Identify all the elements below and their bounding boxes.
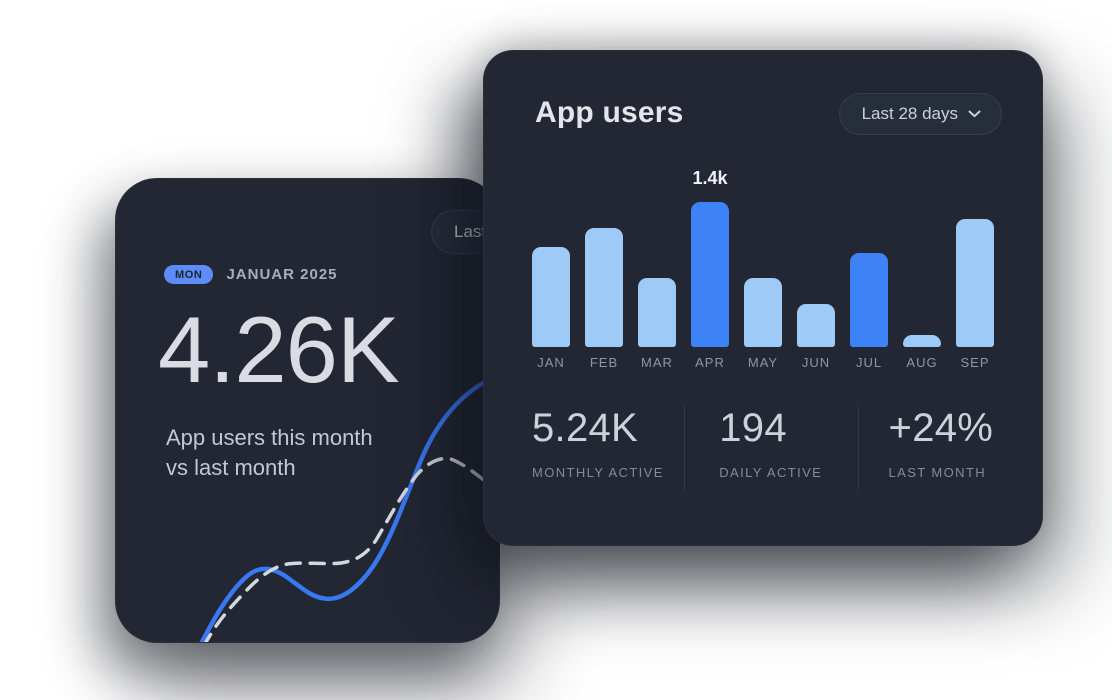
- stat-value: +24%: [888, 406, 994, 450]
- range-selector[interactable]: Last 28 days: [838, 93, 1002, 135]
- bar-column-feb: [585, 202, 623, 347]
- metric-description-line2: vs last month: [166, 455, 296, 480]
- stat-label: LAST MONTH: [888, 465, 987, 480]
- bar-column-sep: [956, 202, 994, 347]
- bar-jun[interactable]: [797, 304, 835, 347]
- bar-apr[interactable]: [691, 202, 729, 347]
- stat-label: DAILY ACTIVE: [719, 465, 823, 480]
- bar-column-jun: [797, 202, 835, 347]
- bar-column-apr: 1.4k: [691, 168, 729, 347]
- month-label-aug: AUG: [906, 355, 938, 370]
- left-range-selector-label: Last: [454, 222, 487, 241]
- stats-row: 5.24K MONTHLY ACTIVE 194 DAILY ACTIVE +24% LA…: [532, 406, 994, 490]
- month-label-sep: SEP: [960, 355, 990, 370]
- bar-column-aug: [903, 202, 941, 347]
- line-series-last-month: [204, 456, 492, 642]
- bar-column-mar: [638, 202, 676, 347]
- stat-value: 5.24K: [532, 406, 639, 450]
- monthly-users-card: Last MON JANUAR 2025 4.26K App users thi…: [115, 178, 500, 643]
- bar-mar[interactable]: [638, 278, 676, 347]
- app-users-card: App users Last 28 days 1.4k JAN FEB MAR APR…: [483, 50, 1043, 546]
- bar-column-may: [744, 202, 782, 347]
- bar-chart-bars: 1.4k: [532, 168, 994, 347]
- stat-daily-active: 194 DAILY ACTIVE: [684, 406, 859, 490]
- month-label-jun: JUN: [801, 355, 831, 370]
- chevron-down-icon: [968, 110, 981, 118]
- month-label-feb: FEB: [589, 355, 619, 370]
- date-label: JANUAR 2025: [226, 266, 338, 283]
- line-series-this-month: [199, 372, 499, 642]
- month-label-mar: MAR: [641, 355, 673, 370]
- month-label-jan: JAN: [537, 355, 565, 370]
- stat-value: 194: [719, 406, 787, 450]
- bar-jul[interactable]: [850, 253, 888, 347]
- bar-column-jan: [532, 202, 570, 347]
- card-title: App users: [535, 96, 684, 129]
- day-badge: MON: [164, 265, 214, 284]
- bar-jan[interactable]: [532, 247, 570, 347]
- bar-feb[interactable]: [585, 228, 623, 347]
- bar-chart-months: JAN FEB MAR APR MAY JUN JUL AUG SEP: [532, 355, 994, 370]
- month-label-may: MAY: [747, 355, 779, 370]
- metric-description: App users this month vs last month: [166, 423, 373, 483]
- range-selector-label: Last 28 days: [861, 104, 958, 123]
- stat-last-month: +24% LAST MONTH: [859, 406, 994, 490]
- metric-value: 4.26K: [158, 297, 400, 402]
- line-chart: [199, 372, 499, 642]
- bar-sep[interactable]: [956, 219, 994, 347]
- date-row: MON JANUAR 2025: [164, 265, 338, 284]
- bar-column-jul: [850, 202, 888, 347]
- stat-label: MONTHLY ACTIVE: [532, 465, 664, 480]
- bar-aug[interactable]: [903, 335, 941, 347]
- metric-description-line1: App users this month: [166, 425, 373, 450]
- bar-value-label: 1.4k: [692, 168, 728, 188]
- stat-monthly-active: 5.24K MONTHLY ACTIVE: [532, 406, 684, 490]
- month-label-apr: APR: [695, 355, 725, 370]
- month-label-jul: JUL: [855, 355, 883, 370]
- bar-may[interactable]: [744, 278, 782, 347]
